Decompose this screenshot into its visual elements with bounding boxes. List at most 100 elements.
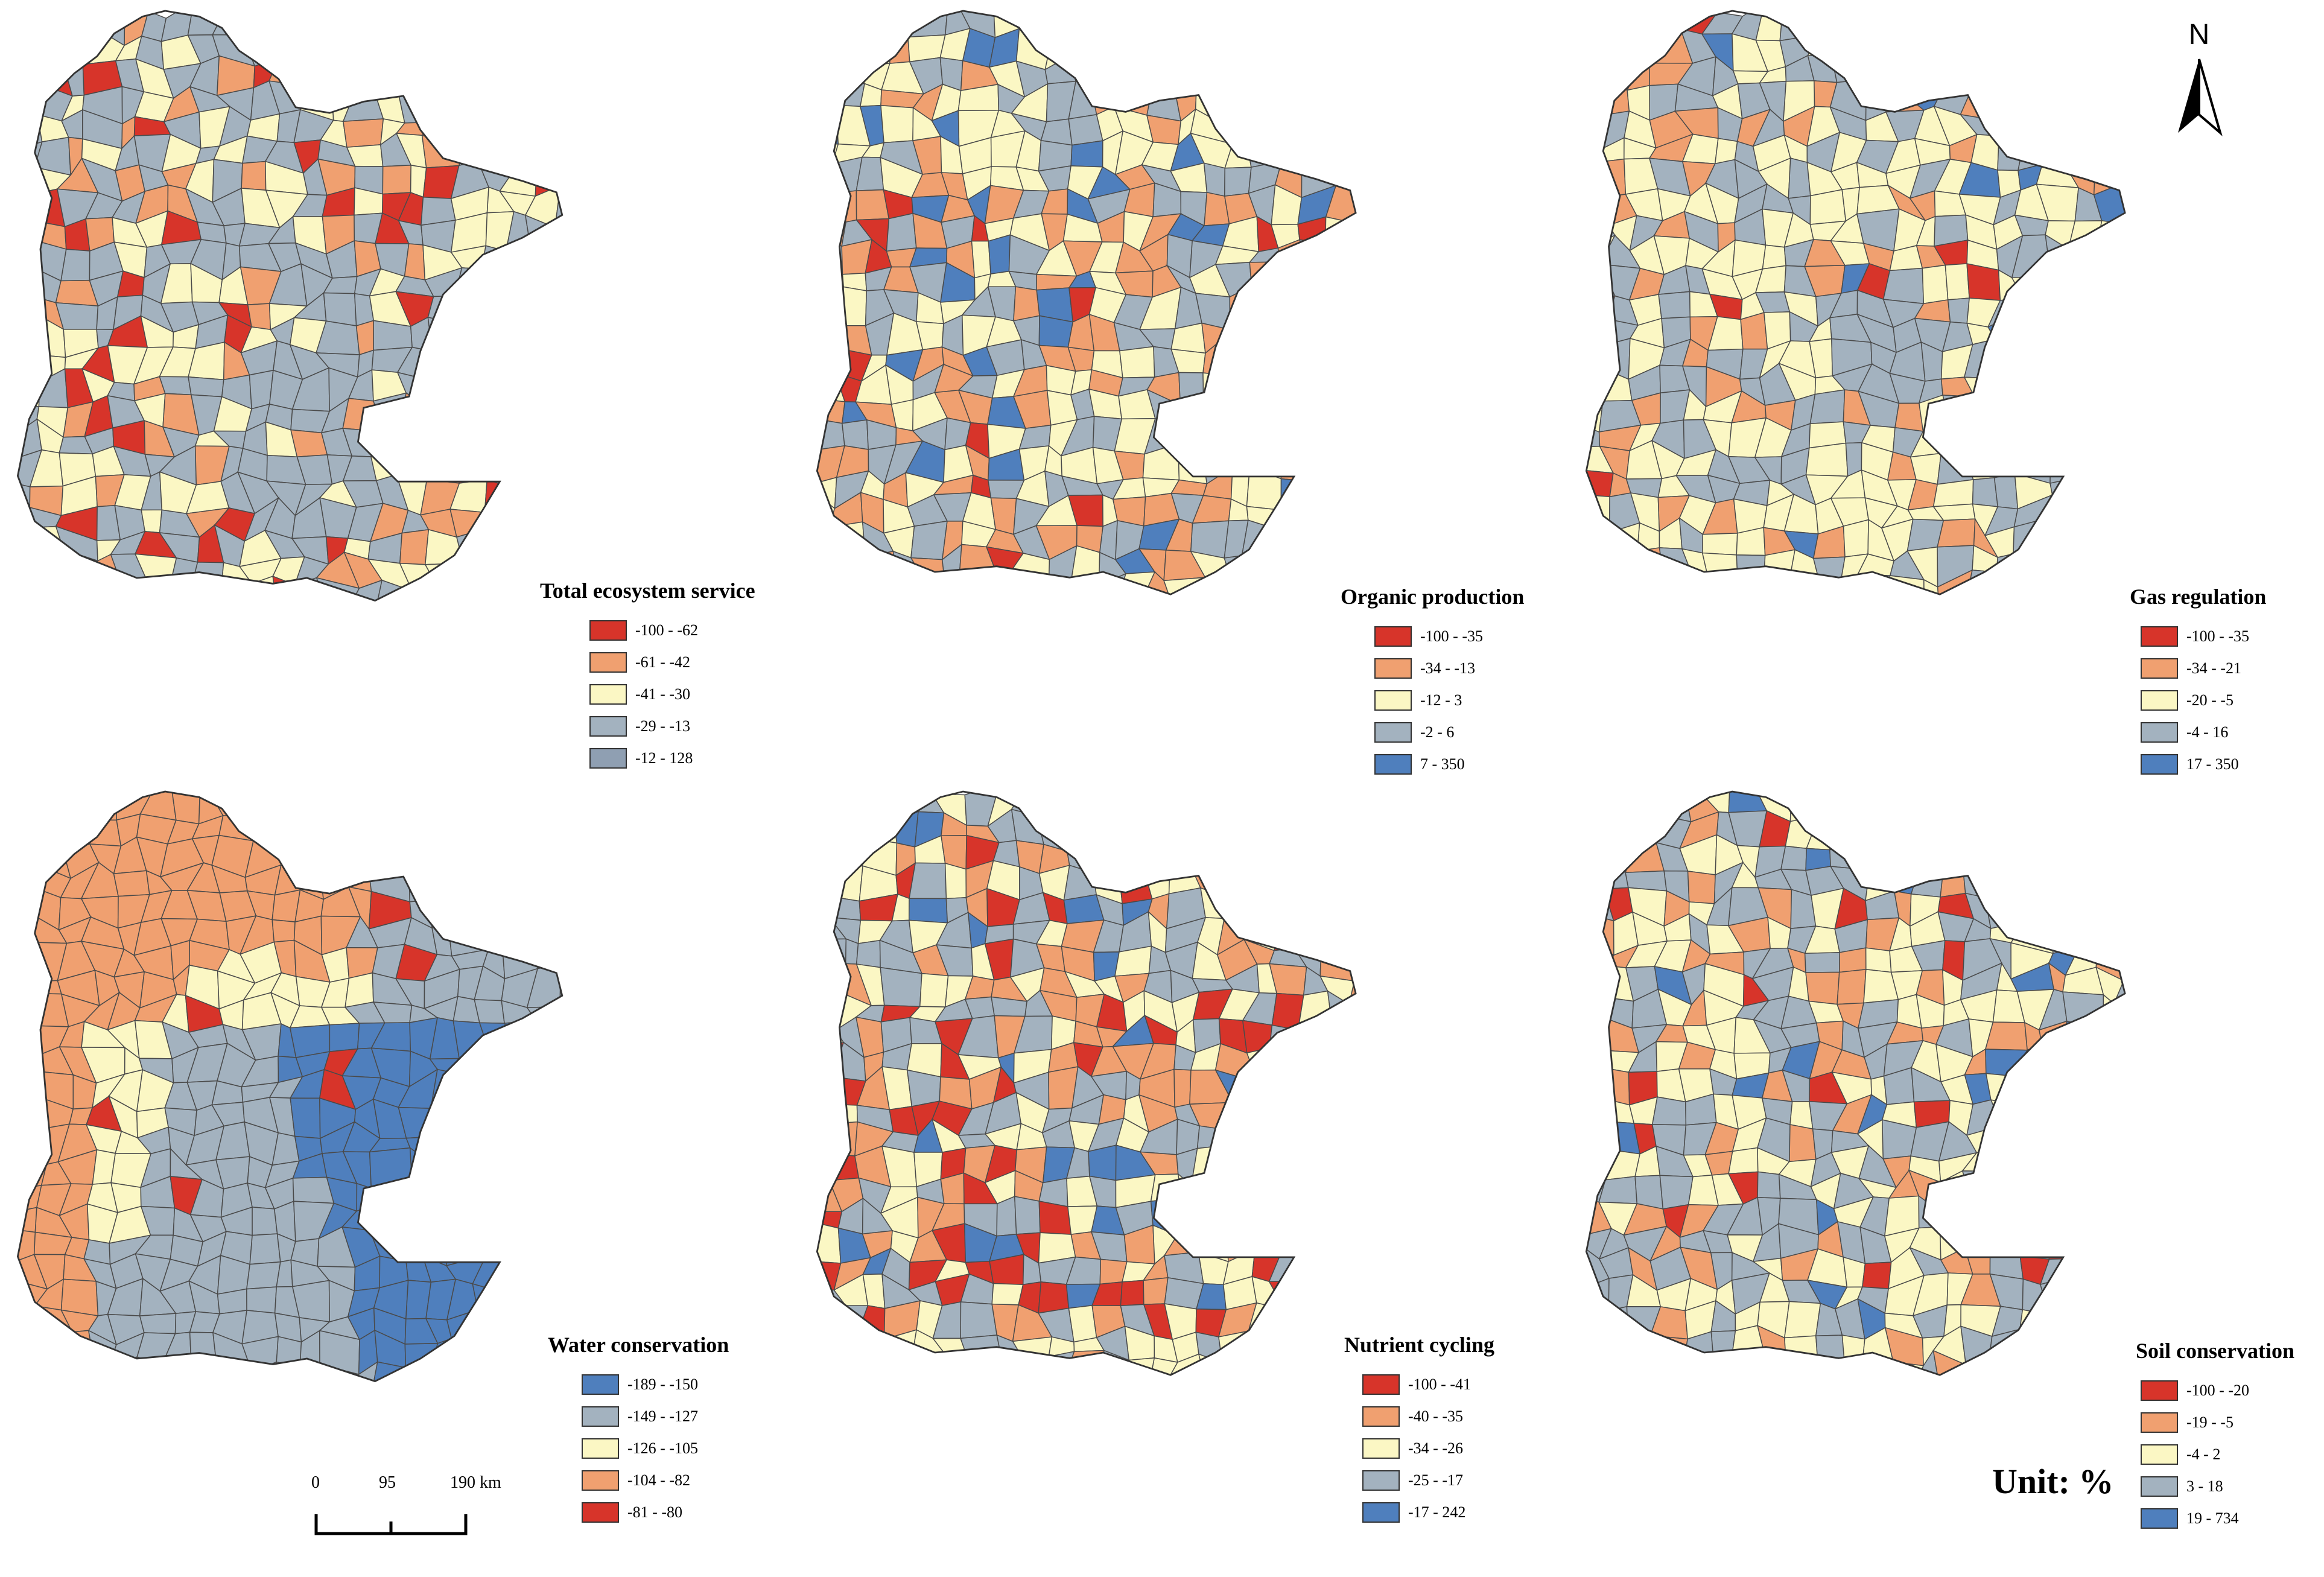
- county: [2142, 1020, 2178, 1056]
- county: [1143, 1277, 1169, 1305]
- legend-label: -17 - 242: [1408, 1503, 1466, 1521]
- county: [1068, 11, 1105, 37]
- county: [1171, 11, 1202, 43]
- county: [449, 446, 488, 484]
- county: [451, 794, 489, 827]
- county: [1117, 1377, 1149, 1414]
- county: [17, 1366, 40, 1382]
- county: [1297, 810, 1321, 851]
- county: [1063, 865, 1097, 901]
- county: [2010, 31, 2053, 62]
- county: [1344, 395, 1356, 420]
- county: [582, 189, 620, 222]
- legend-row: -34 - -26: [1362, 1432, 1494, 1464]
- county: [2096, 822, 2122, 846]
- legend-swatch: [589, 747, 627, 769]
- county: [429, 863, 463, 901]
- county: [17, 1343, 40, 1371]
- county: [2072, 557, 2100, 572]
- county: [448, 603, 491, 646]
- county: [1200, 424, 1227, 458]
- map-water: [16, 790, 618, 1441]
- county: [2089, 527, 2126, 559]
- county: [1375, 296, 1411, 328]
- county: [1068, 1305, 1097, 1343]
- county: [1894, 402, 1924, 432]
- county: [404, 606, 434, 637]
- county: [1805, 442, 1849, 477]
- county: [478, 420, 516, 459]
- county: [996, 1196, 1017, 1237]
- county: [1974, 623, 1999, 661]
- county: [1627, 576, 1665, 595]
- county: [937, 1402, 967, 1430]
- county: [17, 887, 37, 922]
- county: [532, 912, 562, 943]
- county: [2070, 69, 2103, 97]
- county: [1990, 31, 2028, 66]
- region-outline: [816, 790, 1357, 1376]
- county: [1266, 1071, 1295, 1111]
- county: [489, 603, 510, 646]
- county: [2153, 1121, 2168, 1160]
- county: [1295, 367, 1325, 404]
- county: [579, 35, 618, 62]
- county: [1224, 898, 1251, 923]
- county: [835, 836, 864, 868]
- county: [1347, 1108, 1356, 1131]
- legend-label: -61 - -42: [635, 653, 690, 671]
- county: [1586, 337, 1601, 371]
- county: [1070, 140, 1103, 168]
- county: [1756, 599, 1792, 636]
- county: [265, 1417, 307, 1441]
- county: [1331, 548, 1355, 586]
- county: [2048, 597, 2077, 632]
- county: [17, 481, 31, 509]
- county: [565, 889, 585, 922]
- county: [2013, 343, 2055, 370]
- county: [454, 295, 489, 329]
- county: [2113, 244, 2126, 276]
- county: [1375, 969, 1408, 992]
- county: [910, 520, 948, 560]
- county: [1963, 1195, 1995, 1227]
- county: [1249, 1172, 1278, 1201]
- county: [2139, 420, 2170, 452]
- county: [583, 1202, 618, 1238]
- county: [831, 1121, 858, 1157]
- county: [961, 598, 995, 639]
- county: [2044, 393, 2074, 428]
- county: [834, 865, 863, 902]
- county: [1837, 1356, 1865, 1376]
- county: [433, 576, 449, 601]
- county: [2153, 328, 2176, 355]
- county: [559, 295, 562, 334]
- county: [161, 1390, 198, 1410]
- county: [1068, 35, 1105, 58]
- county: [2072, 1172, 2100, 1210]
- county: [1061, 583, 1105, 595]
- county: [2120, 1232, 2126, 1254]
- county: [427, 822, 460, 840]
- legend-row: 19 - 734: [2141, 1502, 2294, 1534]
- county: [1297, 792, 1322, 824]
- legend-swatch: [582, 1502, 619, 1523]
- county: [817, 84, 843, 116]
- county: [1296, 1201, 1337, 1236]
- county: [1274, 1306, 1306, 1336]
- county: [1329, 896, 1354, 930]
- county: [561, 419, 562, 451]
- county: [881, 623, 924, 656]
- county: [2150, 189, 2176, 224]
- county: [1353, 1258, 1356, 1284]
- county: [17, 860, 44, 904]
- county: [817, 1305, 846, 1333]
- county: [1375, 39, 1412, 65]
- county: [524, 1282, 562, 1312]
- county: [1197, 11, 1225, 43]
- county: [30, 843, 72, 880]
- county: [1779, 1384, 1820, 1413]
- county: [831, 811, 860, 845]
- county: [957, 582, 1001, 595]
- county: [1968, 807, 2003, 849]
